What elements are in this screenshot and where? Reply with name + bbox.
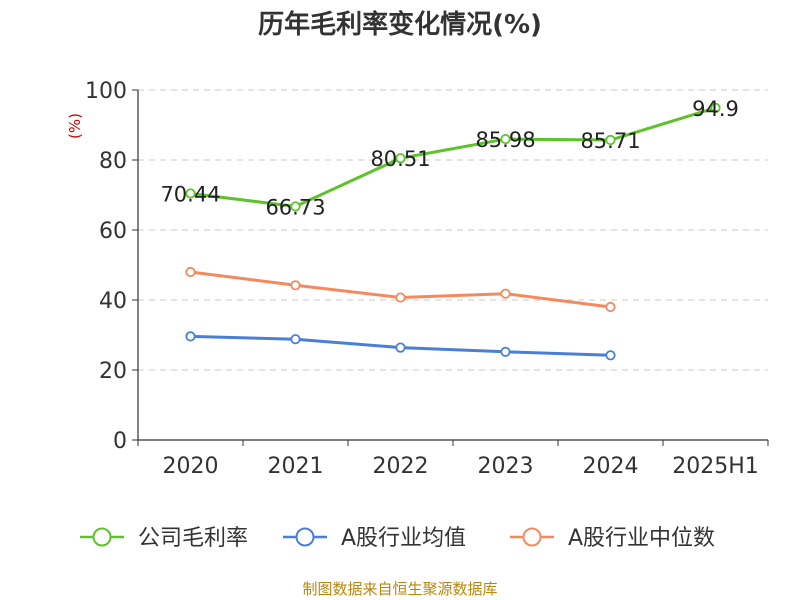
- data-point[interactable]: [290, 334, 301, 345]
- data-label: 85.71: [580, 129, 640, 153]
- data-point[interactable]: [290, 280, 301, 291]
- legend-item-label[interactable]: A股行业均值: [341, 526, 466, 551]
- y-tick-label: 40: [99, 289, 127, 314]
- y-tick-label: 60: [99, 219, 127, 244]
- data-point[interactable]: [185, 188, 196, 199]
- y-tick-label: 0: [113, 429, 127, 454]
- y-axis-unit: (%): [66, 113, 84, 139]
- data-point[interactable]: [500, 288, 511, 299]
- x-tick-label: 2021: [268, 454, 324, 479]
- data-label: 85.98: [475, 128, 535, 152]
- data-source-footer: 制图数据来自恒生聚源数据库: [302, 580, 497, 598]
- legend-marker: [522, 527, 542, 547]
- legend[interactable]: 公司毛利率 A股行业均值 A股行业中位数: [80, 526, 715, 551]
- data-labels: 70.44 66.73 80.51 85.98 85.71 94.9: [160, 97, 738, 220]
- data-point[interactable]: [290, 201, 301, 212]
- data-point[interactable]: [185, 331, 196, 342]
- legend-marker: [295, 527, 315, 547]
- data-label: 80.51: [370, 147, 430, 171]
- data-point[interactable]: [605, 301, 616, 313]
- data-label: 70.44: [160, 182, 220, 206]
- data-point[interactable]: [710, 102, 721, 113]
- x-tick-label: 2025H1: [672, 454, 759, 479]
- data-point[interactable]: [605, 350, 616, 361]
- data-point[interactable]: [395, 292, 406, 303]
- data-label: 66.73: [265, 195, 325, 219]
- axes: 0 20 40 60 80 100 2020 2021 2022 2023 2024 2025H1: [85, 79, 769, 479]
- data-point[interactable]: [605, 134, 616, 146]
- x-tick-label: 2022: [373, 454, 429, 479]
- series-layer: [185, 102, 721, 361]
- data-point[interactable]: [395, 153, 406, 164]
- data-point[interactable]: [395, 342, 406, 353]
- data-point[interactable]: [500, 346, 511, 357]
- legend-item-label[interactable]: A股行业中位数: [568, 526, 715, 551]
- grid-lines: [138, 89, 768, 371]
- y-tick-label: 20: [99, 359, 127, 384]
- data-point[interactable]: [500, 133, 511, 145]
- data-label: 94.9: [692, 97, 739, 121]
- y-tick-label: 100: [85, 79, 127, 104]
- chart-title: 历年毛利率变化情况(%): [258, 9, 542, 40]
- x-tick-label: 2024: [583, 454, 639, 479]
- series-line-0: [190, 106, 716, 208]
- data-point[interactable]: [185, 266, 196, 278]
- x-tick-label: 2020: [163, 454, 219, 479]
- legend-item-label[interactable]: 公司毛利率: [138, 526, 248, 551]
- y-tick-label: 80: [99, 149, 127, 174]
- x-tick-label: 2023: [478, 454, 534, 479]
- legend-marker: [92, 527, 112, 547]
